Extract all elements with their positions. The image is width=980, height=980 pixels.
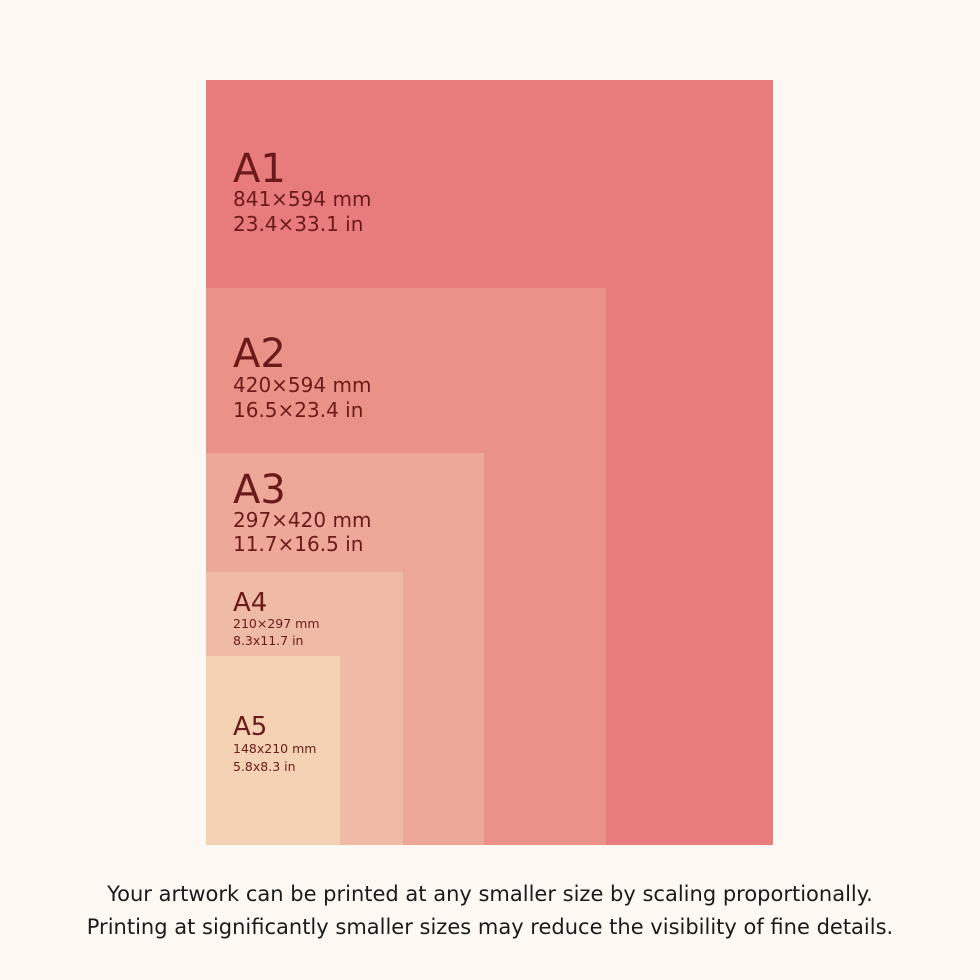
sheet-in: 16.5×23.4 in [233, 398, 363, 422]
sheet-mm: 297×420 mm [233, 508, 371, 532]
sheet-in: 5.8x8.3 in [233, 759, 296, 774]
sheet-name: A2 [233, 331, 286, 377]
sheet-in: 8.3x11.7 in [233, 633, 303, 648]
sheet-mm: 420×594 mm [233, 373, 371, 397]
sheet-name: A1 [233, 146, 286, 192]
caption-line: Printing at significantly smaller sizes … [87, 915, 893, 939]
sheet-mm: 841×594 mm [233, 187, 371, 211]
sheet [206, 656, 340, 845]
sheet-name: A4 [233, 588, 267, 618]
sheet-mm: 210×297 mm [233, 616, 320, 631]
caption-line: Your artwork can be printed at any small… [106, 882, 873, 906]
sheet-in: 11.7×16.5 in [233, 532, 363, 556]
sheet-name: A5 [233, 712, 267, 742]
sheet-mm: 148x210 mm [233, 741, 316, 756]
sheet-name: A3 [233, 467, 286, 513]
sheet-in: 23.4×33.1 in [233, 212, 363, 236]
